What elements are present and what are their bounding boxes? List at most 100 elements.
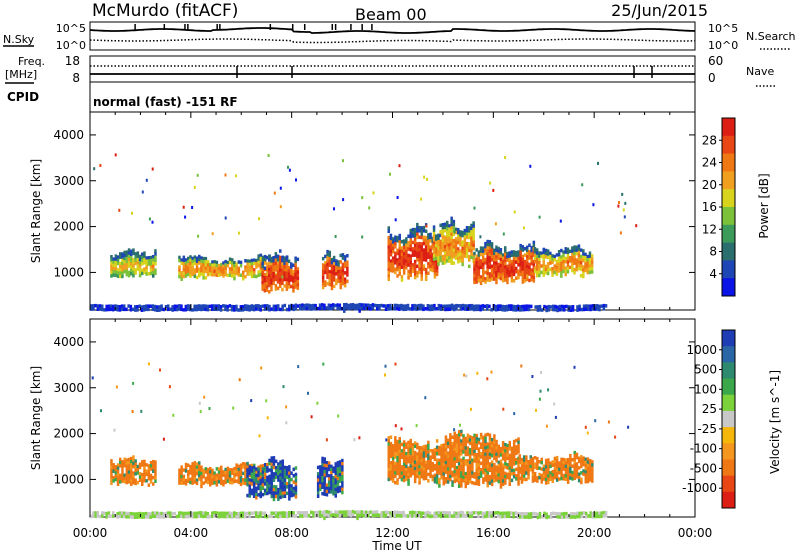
scatter-cell [446, 454, 450, 459]
scatter-cell [488, 455, 492, 460]
scatter-cell [319, 474, 322, 479]
scatter-cell [462, 450, 465, 454]
scatter-cell [452, 232, 456, 237]
scatter-cell [413, 259, 417, 264]
scatter-cell [281, 259, 284, 263]
scatter-cell [506, 475, 509, 480]
scatter-cell [589, 307, 592, 312]
scatter-cell [584, 259, 587, 263]
scatter-cell [598, 514, 601, 519]
scatter-cell [292, 493, 295, 497]
scatter-cell [479, 471, 483, 475]
scatter-cell [490, 258, 494, 262]
scatter-cell [549, 464, 552, 469]
scatter-cell [569, 512, 573, 516]
colorbar-segment [722, 207, 735, 226]
scatter-cell [486, 464, 489, 469]
scatter-cell [440, 463, 443, 467]
scatter-cell [281, 485, 284, 489]
scatter-cell [398, 259, 401, 263]
scatter-cell [533, 475, 537, 479]
scatter-cell [351, 303, 355, 307]
scatter-cell [493, 434, 496, 438]
scatter-cell [151, 304, 155, 308]
scatter-cell [441, 223, 445, 227]
scatter-cell [591, 460, 594, 464]
scatter-cell [407, 479, 410, 483]
scatter-cell [219, 308, 223, 312]
scatter-cell [521, 264, 525, 268]
scatter-cell [525, 512, 529, 516]
scatter-cell [442, 462, 445, 467]
scatter-cell [103, 308, 106, 312]
scatter-cell [533, 266, 537, 270]
scatter-cell [261, 467, 265, 471]
scatter-cell [231, 481, 234, 485]
scatter-cell [257, 465, 260, 470]
scatter-cell [484, 455, 487, 460]
scatter-cell [555, 262, 559, 267]
scatter-cell [294, 303, 298, 307]
scatter-cell [512, 439, 516, 444]
scatter-cell [226, 308, 229, 312]
scatter-cell [145, 479, 148, 483]
scatter-cell [468, 264, 471, 269]
scatter-cell [391, 476, 395, 480]
scatter-cell [274, 307, 278, 312]
scatter-cell [573, 470, 576, 474]
scatter-cell [143, 267, 146, 271]
scatter-cell [544, 267, 548, 272]
scatter-cell [508, 466, 511, 470]
scatter-cell [287, 278, 291, 283]
scatter-cell [405, 464, 408, 469]
scatter-cell [131, 307, 135, 312]
scatter-cell [477, 269, 481, 273]
scatter-cell [130, 463, 133, 467]
scatter-cell [283, 277, 286, 282]
scatter-cell [418, 455, 421, 459]
scatter-cell [504, 255, 507, 260]
scatter-cell [110, 471, 113, 476]
scatter-cell [477, 476, 481, 480]
scatter-cell [387, 436, 390, 440]
scatter-cell [588, 465, 592, 469]
scatter-cell [588, 267, 592, 271]
scatter-cell [237, 515, 240, 519]
scatter-cell [387, 439, 390, 443]
scatter-cell [571, 252, 574, 257]
scatter-cell [492, 511, 496, 516]
scatter-cell [527, 515, 531, 520]
scatter-cell [461, 246, 464, 251]
scatter-cell [202, 468, 205, 473]
scatter-cell [338, 489, 342, 493]
scatter-cell [134, 472, 137, 476]
scatter-cell [341, 484, 344, 488]
scatter-cell [564, 266, 567, 270]
scatter-cell [564, 474, 568, 478]
scatter-cell [230, 308, 234, 312]
scatter-cell [285, 268, 289, 272]
scatter-cell [460, 480, 463, 485]
scatter-cell [560, 467, 563, 471]
scatter-cell [454, 256, 458, 260]
scatter-cell [288, 497, 291, 501]
scatter-cell [281, 274, 285, 279]
scatter-cell [515, 461, 518, 465]
scatter-cell [520, 464, 524, 468]
scatter-cell [455, 433, 459, 438]
scatter-cell [334, 484, 337, 489]
scatter-cell [515, 451, 518, 456]
scatter-cell [252, 494, 256, 498]
scatter-cell [424, 277, 428, 281]
scatter-cell [145, 256, 148, 260]
scatter-cell [470, 514, 474, 518]
scatter-cell [541, 308, 544, 312]
scatter-cell [237, 512, 240, 516]
scatter-cell [475, 462, 478, 467]
scatter-cell [310, 307, 313, 311]
scatter-cell [283, 472, 287, 476]
scatter-cell [451, 473, 454, 478]
scatter-cell [191, 471, 194, 476]
scatter-cell [285, 466, 289, 470]
scatter-cell [250, 482, 254, 486]
